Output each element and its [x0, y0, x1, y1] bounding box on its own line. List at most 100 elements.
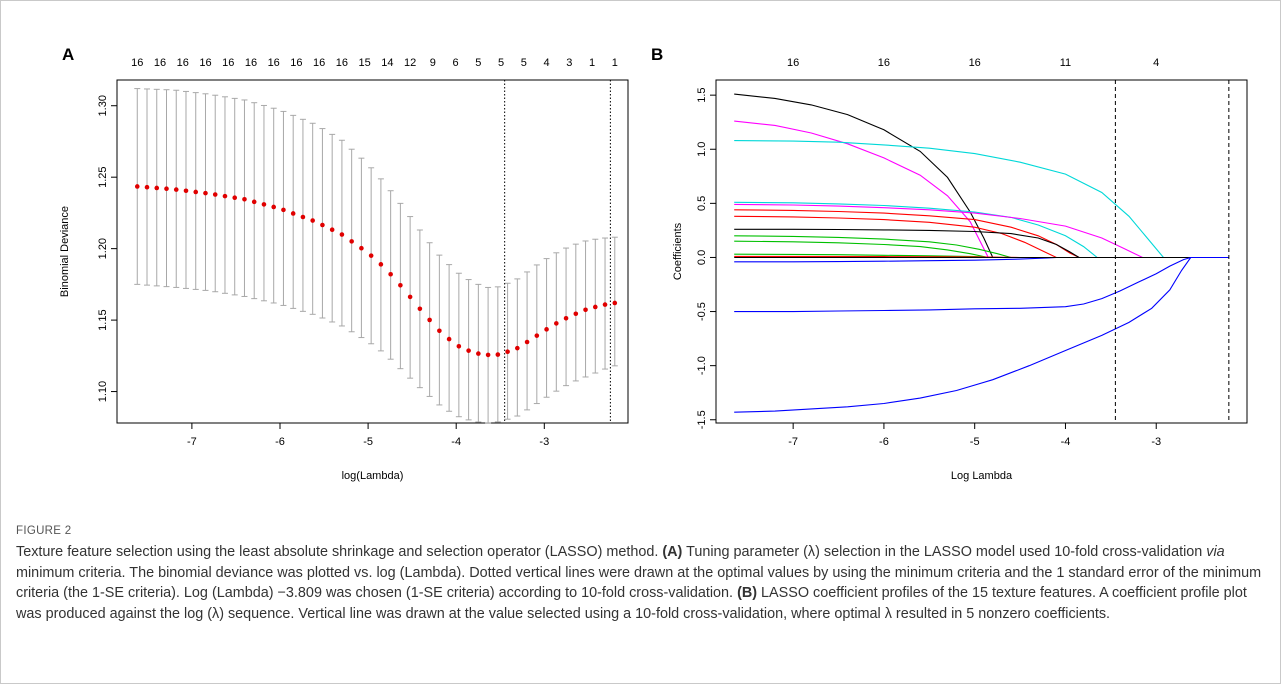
data-point	[212, 192, 218, 197]
data-point	[359, 245, 364, 251]
data-point	[144, 184, 150, 190]
data-point	[329, 227, 335, 233]
caption-segment: via	[1206, 544, 1225, 560]
top-axis-label: 16	[336, 57, 348, 69]
data-point	[495, 352, 501, 357]
x-tick-label: -7	[187, 436, 197, 448]
top-axis-label: 16	[313, 57, 325, 69]
x-tick-label: -6	[275, 436, 285, 448]
data-point	[251, 199, 257, 205]
top-axis-label: 16	[154, 57, 166, 69]
x-axis-title: Log Lambda	[951, 470, 1013, 482]
data-point	[222, 193, 228, 199]
data-point	[290, 211, 296, 216]
data-point	[456, 343, 462, 349]
top-axis-label: 3	[566, 57, 572, 69]
top-axis-label: 15	[359, 57, 371, 69]
top-axis-label: 1	[589, 57, 595, 69]
data-point	[173, 187, 179, 192]
top-axis-label: 14	[381, 57, 393, 69]
top-axis-label: 12	[404, 57, 416, 69]
data-point	[281, 207, 286, 213]
panel-letter: B	[651, 45, 663, 64]
coefficient-path	[734, 203, 1229, 259]
x-tick-label: -4	[451, 436, 461, 448]
data-point	[505, 349, 510, 355]
coefficient-path	[734, 256, 1229, 413]
y-tick-label: -0.5	[696, 302, 708, 321]
caption-segment: (B)	[737, 585, 758, 601]
data-point	[563, 315, 569, 321]
y-tick-label: 1.25	[97, 166, 109, 187]
data-point	[320, 222, 325, 228]
y-tick-label: -1.0	[696, 356, 708, 375]
top-axis-label: 16	[199, 57, 211, 69]
top-axis-label: 16	[245, 57, 257, 69]
y-tick-label: 1.30	[97, 95, 109, 116]
data-point	[524, 339, 530, 345]
data-point	[261, 202, 267, 207]
top-axis-label: 4	[1153, 57, 1159, 69]
y-tick-label: 1.5	[696, 87, 708, 102]
coefficient-path	[734, 235, 1229, 259]
coefficient-path	[734, 256, 1229, 313]
caption-segment: Texture feature selection using the leas…	[16, 544, 663, 560]
data-point	[554, 321, 559, 326]
coefficient-path	[734, 215, 1229, 259]
data-point	[515, 345, 520, 351]
y-tick-label: 1.0	[696, 142, 708, 157]
panel-b: B -7 -6 -5 -4 -3 -1.5 -1.0 -0.5 0.0 0.5 1.0 1.5 Log L…	[651, 45, 1248, 482]
data-point	[349, 239, 354, 244]
top-axis-label: 1	[612, 57, 618, 69]
panel-a: A -7 -6 -5 -4 -3 1.10 1.15 1.20 1.25 1.30 log(Lambd…	[59, 45, 629, 482]
x-tick-label: -3	[1151, 436, 1161, 448]
top-axis-label: 16	[131, 57, 143, 69]
coefficient-path	[734, 256, 1229, 263]
top-axis-label: 4	[544, 57, 550, 69]
top-axis-label: 16	[222, 57, 234, 69]
top-axis-label: 11	[1060, 57, 1071, 69]
coefficient-path	[734, 120, 1229, 259]
data-point	[437, 328, 442, 334]
data-point	[154, 185, 160, 191]
x-axis-title: log(Lambda)	[342, 470, 404, 482]
coefficient-path	[734, 228, 1229, 259]
data-point	[388, 271, 393, 277]
y-tick-label: 0.0	[696, 250, 708, 265]
top-axis-label: 5	[521, 57, 527, 69]
data-point	[544, 327, 549, 332]
x-tick-label: -5	[363, 436, 373, 448]
panel-letter: A	[62, 45, 74, 64]
data-point	[573, 311, 579, 317]
x-tick-label: -4	[1061, 436, 1071, 448]
data-point	[271, 204, 276, 210]
plot-box	[116, 79, 629, 424]
y-tick-label: 0.5	[696, 196, 708, 211]
y-tick-label: 1.10	[97, 381, 109, 402]
data-point	[417, 306, 423, 312]
figure-label: FIGURE 2	[16, 525, 72, 537]
y-tick-label: -1.5	[696, 410, 708, 429]
top-axis-label: 16	[268, 57, 280, 69]
data-point	[407, 294, 413, 300]
top-axis-label: 16	[787, 57, 799, 69]
data-point	[612, 300, 618, 306]
data-point	[310, 218, 315, 223]
top-axis-label: 16	[969, 57, 981, 69]
data-point	[368, 253, 374, 258]
top-axis-label: 16	[177, 57, 189, 69]
top-axis-label: 9	[430, 57, 436, 69]
coefficient-path	[734, 209, 1229, 259]
data-point	[602, 302, 608, 307]
coefficient-path	[734, 201, 1229, 259]
top-axis-label: 5	[498, 57, 504, 69]
coefficient-path	[734, 240, 1229, 259]
data-point	[476, 351, 481, 356]
data-point	[583, 307, 588, 313]
x-tick-label: -3	[539, 436, 549, 448]
data-point	[134, 184, 140, 189]
caption-segment: (A)	[662, 544, 683, 560]
data-point	[534, 333, 540, 338]
data-point	[398, 283, 403, 288]
